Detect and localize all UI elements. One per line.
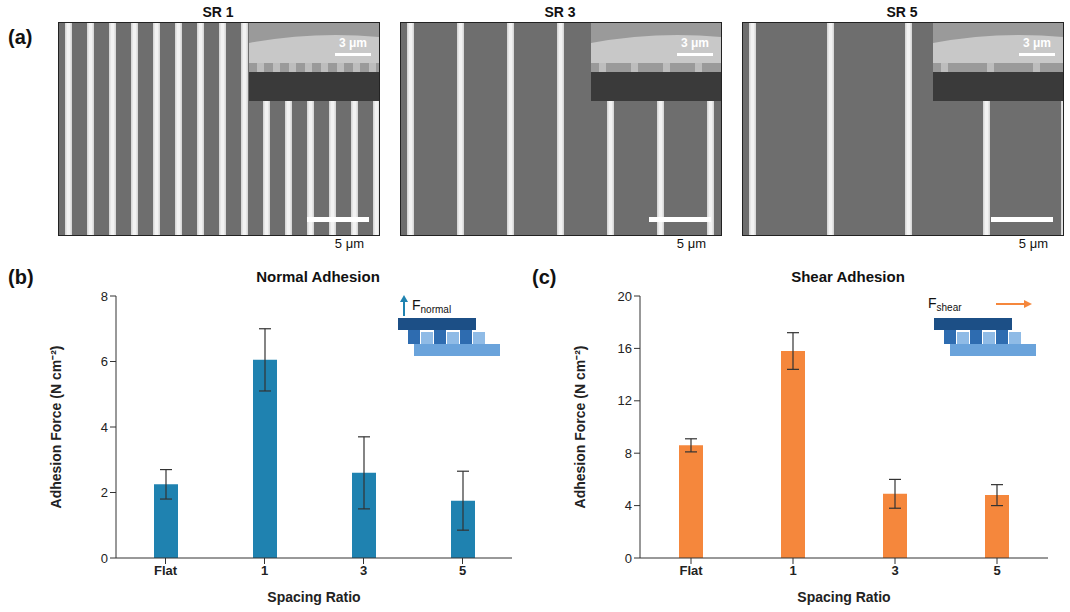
- svg-text:2: 2: [101, 485, 108, 500]
- svg-text:8: 8: [625, 446, 632, 461]
- html-text:5 μm: 5 μm: [334, 236, 364, 251]
- svg-text:1: 1: [261, 563, 268, 578]
- svg-text:Flat: Flat: [679, 563, 703, 578]
- svg-text:6: 6: [101, 354, 108, 369]
- svg-text:5: 5: [459, 563, 466, 578]
- svg-text:3: 3: [891, 563, 898, 578]
- svg-text:Fnormal: Fnormal: [412, 297, 451, 315]
- svg-text:Spacing Ratio: Spacing Ratio: [797, 589, 890, 605]
- svg-text:4: 4: [625, 498, 632, 513]
- svg-text:8: 8: [101, 289, 108, 304]
- svg-text:Adhesion Force (N cm⁻²): Adhesion Force (N cm⁻²): [48, 346, 64, 509]
- svg-text:1: 1: [789, 563, 796, 578]
- html-text:(b): (b): [8, 266, 34, 288]
- svg-text:20: 20: [618, 289, 632, 304]
- svg-text:3 μm: 3 μm: [681, 36, 709, 50]
- svg-text:Fshear: Fshear: [928, 295, 962, 313]
- svg-text:12: 12: [618, 393, 632, 408]
- html-text:SR 3: SR 3: [544, 4, 576, 20]
- svg-text:16: 16: [618, 341, 632, 356]
- html-text:5 μm: 5 μm: [676, 236, 706, 251]
- svg-text:0: 0: [625, 551, 632, 566]
- html-text:(a): (a): [8, 26, 33, 48]
- html-text:Normal Adhesion: Normal Adhesion: [256, 268, 380, 285]
- svg-text:5: 5: [993, 563, 1000, 578]
- svg-text:3: 3: [360, 563, 367, 578]
- html-text:SR 1: SR 1: [202, 4, 234, 20]
- svg-text:Adhesion Force (N cm⁻²): Adhesion Force (N cm⁻²): [572, 346, 588, 509]
- svg-text:0: 0: [101, 551, 108, 566]
- svg-text:3 μm: 3 μm: [339, 36, 367, 50]
- html-text:5 μm: 5 μm: [1018, 236, 1048, 251]
- svg-text:Flat: Flat: [154, 563, 178, 578]
- html-text:(c): (c): [532, 266, 557, 288]
- svg-text:Spacing Ratio: Spacing Ratio: [267, 589, 360, 605]
- html-text:SR 5: SR 5: [886, 4, 918, 20]
- svg-text:4: 4: [101, 420, 108, 435]
- svg-text:3 μm: 3 μm: [1023, 36, 1051, 50]
- html-text:Shear Adhesion: Shear Adhesion: [791, 268, 905, 285]
